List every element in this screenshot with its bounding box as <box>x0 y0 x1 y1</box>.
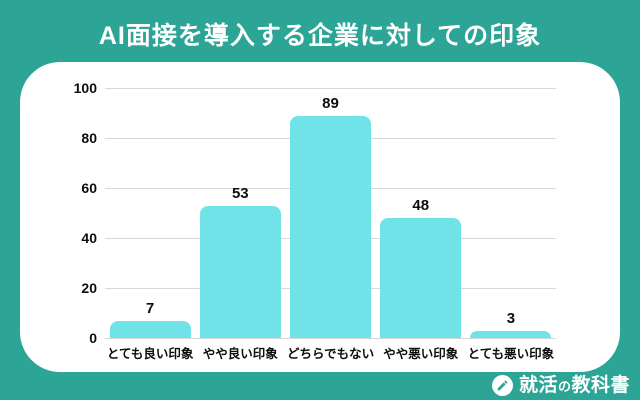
category-label: やや良い印象 <box>202 347 278 361</box>
bar-value-label: 48 <box>412 197 430 214</box>
chart-card: 0 20 40 60 80 100 7 とても良い印象 53 やや良い印象 89 どちらでもない 48 や… <box>20 62 620 372</box>
bar-slot: 89 どちらでもない <box>285 88 375 362</box>
category-label: やや悪い印象 <box>383 347 459 361</box>
brand-logo: 就活の教科書 <box>491 375 630 396</box>
bar-chart: 0 20 40 60 80 100 7 とても良い印象 53 やや良い印象 89 どちらでもない 48 や… <box>74 80 556 362</box>
y-axis-tick-label: 100 <box>73 80 97 96</box>
category-label: どちらでもない <box>286 347 375 361</box>
bar-series: 7 とても良い印象 53 やや良い印象 89 どちらでもない 48 やや悪い印象 3 とても悪い印… <box>105 88 556 362</box>
bar <box>109 320 191 338</box>
y-axis-tick-label: 60 <box>81 180 97 196</box>
bar-value-label: 89 <box>322 94 339 112</box>
y-axis-tick-label: 40 <box>81 230 97 246</box>
bar <box>380 218 462 338</box>
bar-slot: 48 やや悪い印象 <box>376 88 466 361</box>
gridline <box>105 88 556 89</box>
bar <box>289 115 372 338</box>
brand-name-particle: の <box>557 379 572 394</box>
brand-name-part3: 教科書 <box>571 375 630 396</box>
bar-value-label: 53 <box>231 184 249 202</box>
bar-slot: 3 とても悪い印象 <box>466 88 556 362</box>
bar-value-label: 3 <box>506 309 516 327</box>
y-axis-tick-label: 0 <box>89 330 97 346</box>
y-axis-tick-label: 20 <box>81 280 97 296</box>
bar-value-label: 7 <box>145 299 155 317</box>
category-label: とても悪い印象 <box>467 347 555 361</box>
bar <box>470 330 552 338</box>
bar <box>199 205 281 338</box>
category-label: とても良い印象 <box>106 347 194 361</box>
brand-name-part1: 就活 <box>518 375 558 396</box>
y-axis-tick-label: 80 <box>81 130 97 146</box>
page-title: AI面接を導入する企業に対しての印象 <box>98 22 542 50</box>
bar-slot: 53 やや良い印象 <box>195 88 285 361</box>
bar-slot: 7 とても良い印象 <box>105 88 195 362</box>
gridline <box>105 338 556 339</box>
pencil-icon <box>491 375 513 396</box>
brand-name: 就活の教科書 <box>519 376 630 395</box>
